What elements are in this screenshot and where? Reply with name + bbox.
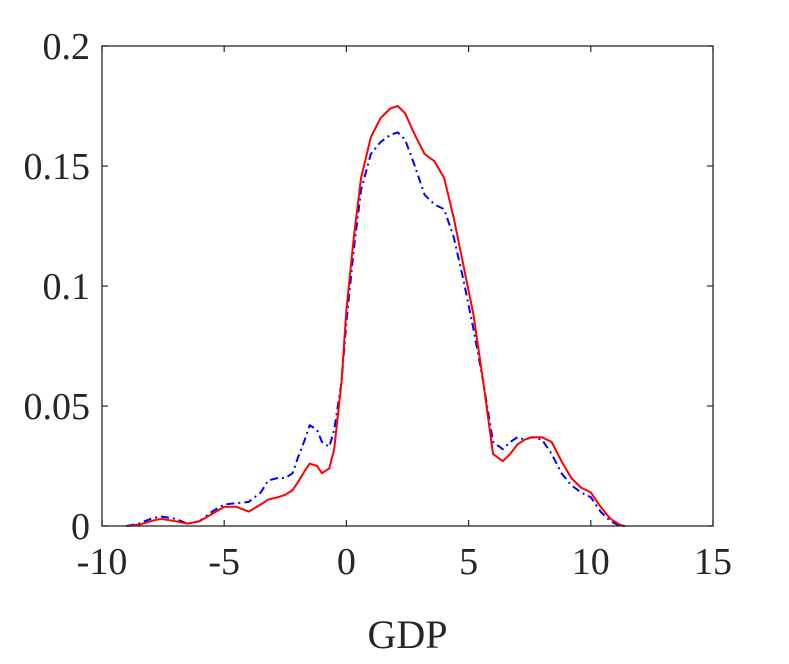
y-tick-label: 0.15	[24, 146, 91, 188]
y-tick-label: 0.05	[24, 386, 91, 428]
x-tick-label: 0	[337, 541, 356, 583]
x-tick-label: -10	[77, 541, 128, 583]
series-line-2	[126, 105, 626, 527]
y-tick-label: 0.1	[43, 266, 91, 308]
x-tick-label: 10	[572, 541, 610, 583]
x-tick-label: -5	[208, 541, 240, 583]
axes-layer: -10 -5 0 5 10 15 0 0.05 0.1 0.15 0.2	[24, 26, 733, 583]
x-tick-label: 15	[694, 541, 732, 583]
series-line-1	[126, 131, 626, 527]
y-tick-label: 0	[71, 506, 90, 548]
y-tick-label: 0.2	[43, 26, 91, 68]
series-layer	[126, 105, 626, 527]
x-axis-title: GDP	[367, 612, 447, 657]
x-tick-label: 5	[459, 541, 478, 583]
